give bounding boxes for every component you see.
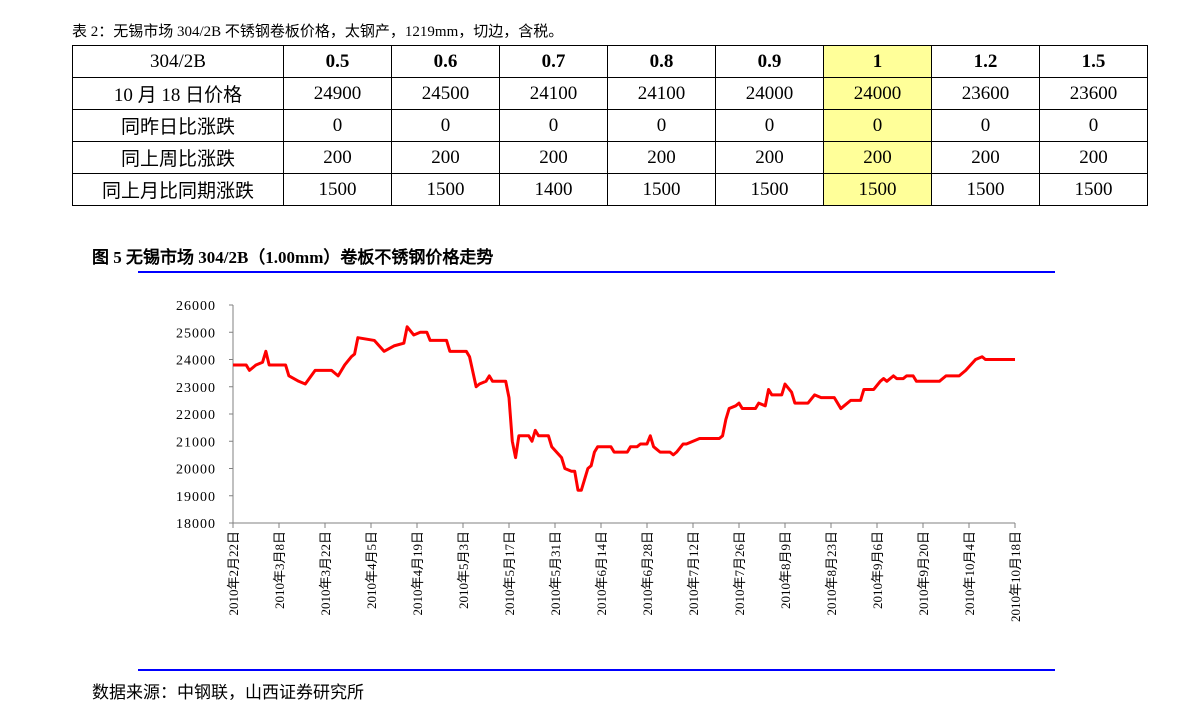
table-cell: 0	[499, 109, 608, 142]
table-cell: 24100	[607, 77, 716, 110]
x-tick-label: 2010年4月5日	[364, 531, 379, 609]
x-tick-label: 2010年5月3日	[456, 531, 471, 609]
table-cell: 0	[715, 109, 824, 142]
row-label: 10 月 18 日价格	[72, 77, 284, 110]
y-tick-label: 18000	[176, 517, 216, 532]
x-tick-label: 2010年8月23日	[824, 531, 839, 616]
table-cell: 24000	[823, 77, 932, 110]
x-tick-label: 2010年6月14日	[594, 531, 609, 616]
x-tick-label: 2010年4月19日	[410, 531, 425, 616]
table-cell: 0.7	[499, 45, 608, 78]
y-tick-label: 19000	[176, 490, 216, 505]
y-tick-label: 23000	[176, 381, 216, 396]
table-cell: 0	[1039, 109, 1148, 142]
x-tick-label: 2010年2月22日	[226, 531, 241, 616]
y-tick-label: 21000	[176, 435, 216, 450]
row-label: 同上月比同期涨跌	[72, 173, 284, 206]
table-cell: 200	[931, 141, 1040, 174]
table-cell: 1500	[931, 173, 1040, 206]
y-tick-label: 26000	[176, 299, 216, 314]
y-tick-label: 22000	[176, 408, 216, 423]
table-caption: 表 2：无锡市场 304/2B 不锈钢卷板价格，太钢产，1219mm，切边，含税…	[72, 24, 564, 40]
table-cell: 0	[391, 109, 500, 142]
table-cell: 200	[823, 141, 932, 174]
table-cell: 1.2	[931, 45, 1040, 78]
table-cell: 0	[823, 109, 932, 142]
x-tick-label: 2010年8月9日	[778, 531, 793, 609]
table-cell: 1	[823, 45, 932, 78]
table-cell: 0	[931, 109, 1040, 142]
x-tick-label: 2010年5月31日	[548, 531, 563, 616]
x-tick-label: 2010年7月26日	[732, 531, 747, 616]
y-tick-label: 24000	[176, 354, 216, 369]
table-cell: 0	[607, 109, 716, 142]
table-cell: 1500	[823, 173, 932, 206]
x-tick-label: 2010年3月8日	[272, 531, 287, 609]
table-cell: 1500	[715, 173, 824, 206]
table-cell: 200	[1039, 141, 1148, 174]
table-cell: 200	[283, 141, 392, 174]
row-label: 同昨日比涨跌	[72, 109, 284, 142]
table-cell: 200	[391, 141, 500, 174]
table-cell: 1500	[1039, 173, 1148, 206]
source-note: 数据来源：中钢联，山西证券研究所	[92, 683, 364, 702]
price-line	[233, 325, 1015, 492]
chart-title: 图 5 无锡市场 304/2B（1.00mm）卷板不锈钢价格走势	[92, 248, 494, 267]
y-tick-label: 20000	[176, 463, 216, 478]
table-cell: 1500	[283, 173, 392, 206]
table-cell: 1500	[391, 173, 500, 206]
x-tick-label: 2010年6月28日	[640, 531, 655, 616]
table-cell: 23600	[1039, 77, 1148, 110]
y-tick-label: 25000	[176, 326, 216, 341]
price-table: 304/2B 0.5 0.6 0.7 0.8 0.9 1 1.2 1.5 10 月 18 日价格 2…	[72, 45, 1148, 206]
table-row: 同上月比同期涨跌 1500 1500 1400 1500 1500 1500 1500 1500	[72, 173, 1148, 206]
table-cell: 0.6	[391, 45, 500, 78]
x-tick-label: 2010年9月6日	[870, 531, 885, 609]
row-label: 304/2B	[72, 45, 284, 78]
x-tick-label: 2010年5月17日	[502, 531, 517, 616]
table-cell: 1400	[499, 173, 608, 206]
x-tick-label: 2010年7月12日	[686, 531, 701, 616]
x-tick-label: 2010年10月18日	[1008, 531, 1023, 622]
table-cell: 200	[499, 141, 608, 174]
x-tick-label: 2010年9月20日	[916, 531, 931, 616]
table-row: 同昨日比涨跌 0 0 0 0 0 0 0 0	[72, 109, 1148, 142]
x-tick-label: 2010年10月4日	[962, 531, 977, 616]
table-cell: 0.5	[283, 45, 392, 78]
table-cell: 24100	[499, 77, 608, 110]
table-row: 304/2B 0.5 0.6 0.7 0.8 0.9 1 1.2 1.5	[72, 45, 1148, 78]
x-tick-label: 2010年3月22日	[318, 531, 333, 616]
